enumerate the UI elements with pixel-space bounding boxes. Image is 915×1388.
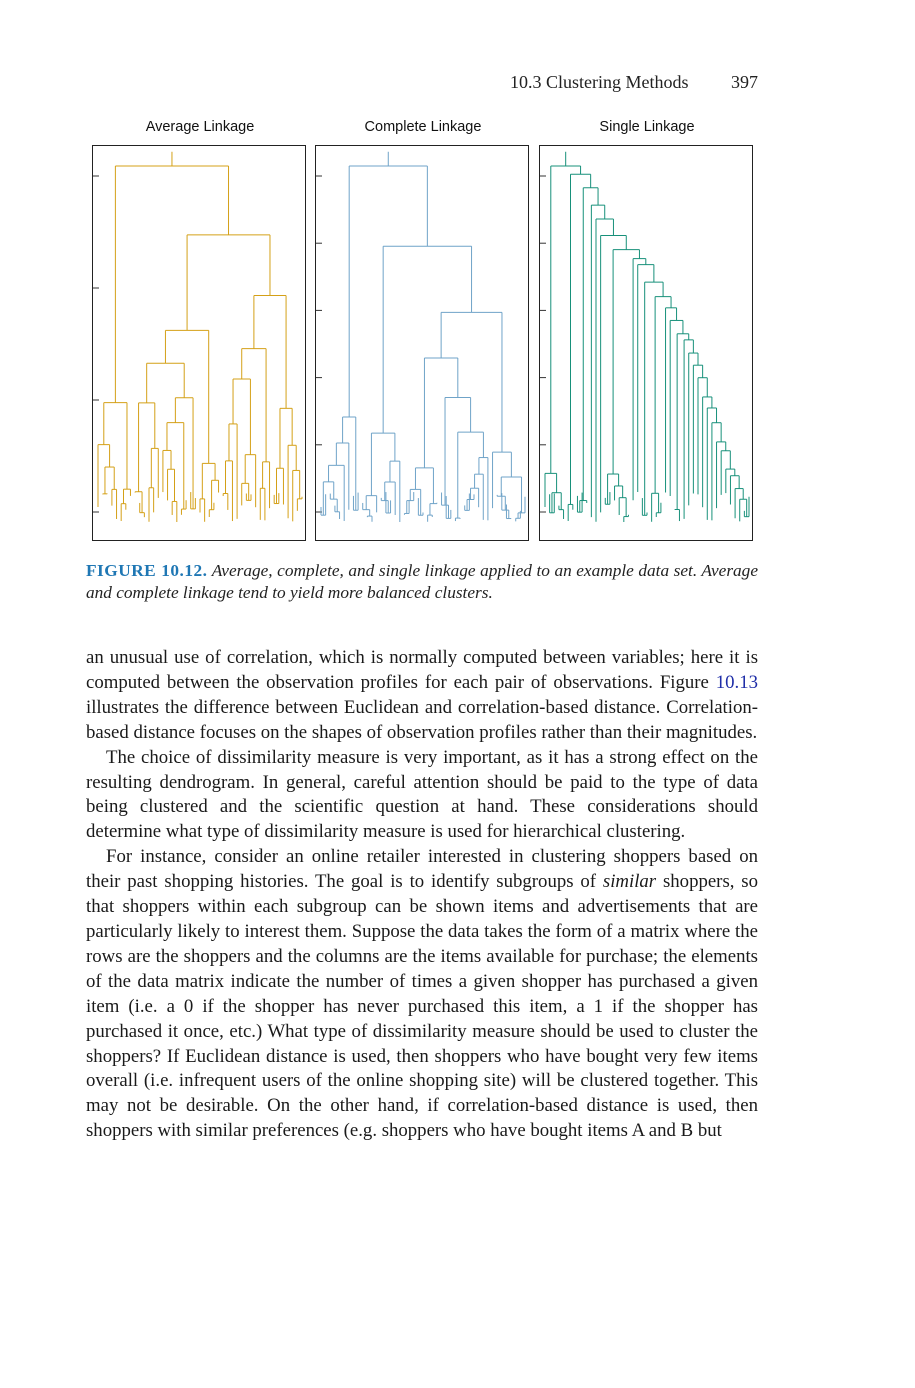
paragraph-1-text-b: illustrates the difference between Eucli… xyxy=(86,696,758,743)
y-axis-ticks xyxy=(93,175,99,513)
dendrogram-svg xyxy=(97,151,303,522)
paragraph-1-text-a: an unusual use of correlation, which is … xyxy=(86,647,758,693)
y-axis-ticks xyxy=(316,175,322,513)
dendrogram-average-linkage xyxy=(92,145,306,541)
paragraph-1: an unusual use of correlation, which is … xyxy=(86,646,758,746)
dendrogram-single-linkage xyxy=(539,145,753,541)
body-text: an unusual use of correlation, which is … xyxy=(86,646,758,1144)
paragraph-2: The choice of dissimilarity measure is v… xyxy=(86,746,758,843)
panel-title-single: Single Linkage xyxy=(599,119,695,135)
section-title: 10.3 Clustering Methods xyxy=(510,72,689,92)
figure-caption: FIGURE 10.12. Average, complete, and sin… xyxy=(86,560,758,604)
paragraph-3-text-b: shoppers, so that shoppers within each s… xyxy=(86,871,758,1142)
paragraph-3-emphasis: similar xyxy=(602,871,657,893)
paragraph-3-text-a: For instance, consider an online retaile… xyxy=(86,846,758,893)
running-head: 10.3 Clustering Methods 397 xyxy=(510,72,758,93)
dendrogram-complete-linkage xyxy=(315,145,529,541)
panel-title-average: Average Linkage xyxy=(145,119,255,135)
dendrogram-svg xyxy=(320,151,526,522)
figure-reference-link[interactable]: 10.13 xyxy=(715,671,758,693)
page-number: 397 xyxy=(731,72,758,92)
paragraph-3: For instance, consider an online retaile… xyxy=(86,845,758,1144)
dendrogram-svg xyxy=(544,151,750,522)
figure-label: FIGURE 10.12. xyxy=(86,561,208,580)
caption-text: Average, complete, and single linkage ap… xyxy=(86,561,758,602)
panel-title-complete: Complete Linkage xyxy=(364,119,482,135)
y-axis-ticks xyxy=(540,175,546,513)
